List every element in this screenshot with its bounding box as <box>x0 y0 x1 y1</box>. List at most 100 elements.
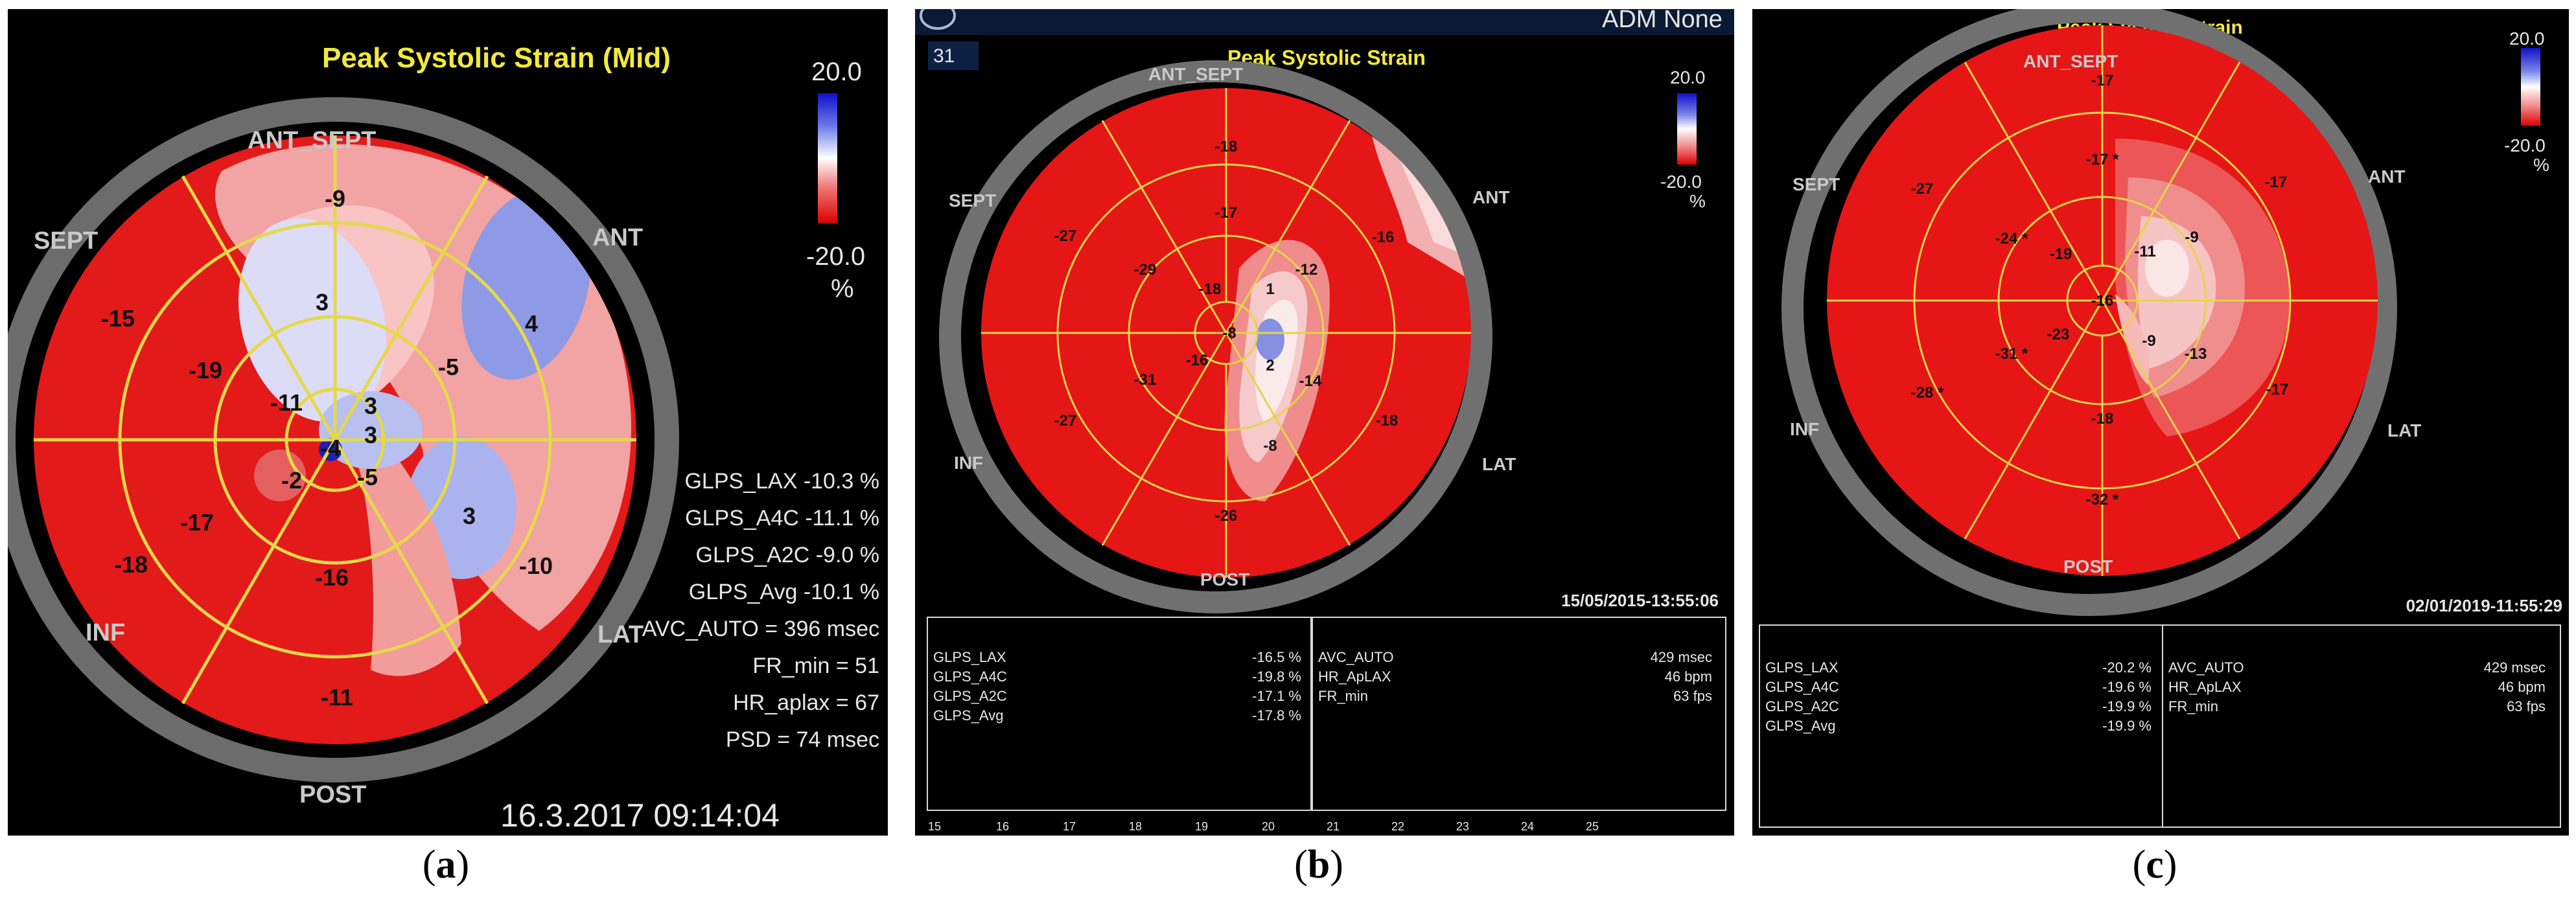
param-glps-avg: GLPS_Avg -10.1 % <box>689 580 879 604</box>
segment-value: -31 <box>1134 371 1157 389</box>
segment-value: -16 <box>2091 292 2114 310</box>
segment-value: -17 <box>2266 381 2289 398</box>
segment-value: -32 * <box>2086 491 2119 508</box>
caption-a: (a) <box>422 843 470 887</box>
segment-value: -19 <box>189 357 222 383</box>
wall-label-post: POST <box>1200 569 1249 589</box>
wall-label-sept: SEPT <box>949 190 996 211</box>
scale-unit-label: % <box>1689 191 1706 211</box>
segment-value: -17 * <box>2086 151 2119 168</box>
segment-value: -12 <box>1295 261 1318 279</box>
segment-grid <box>981 88 1471 578</box>
wall-label-post: POST <box>2063 556 2113 576</box>
header-number-box <box>928 41 979 70</box>
color-scale-bar <box>2521 48 2540 126</box>
ruler-tick: 24 <box>1521 820 1534 833</box>
color-scale-bar <box>818 93 837 223</box>
segment-value: -5 <box>438 354 459 380</box>
table-row: FR_min 63 fps <box>1318 688 1712 704</box>
wall-label-sept: SEPT <box>1793 174 1840 194</box>
timing-table: AVC_AUTO 429 msec HR_ApLAX 46 bpm FR_min 63… <box>2162 624 2561 828</box>
frame-ruler: 15 16 17 18 19 20 21 22 23 24 25 <box>928 820 1599 833</box>
wall-label-lat: LAT <box>1482 454 1516 474</box>
table-row: GLPS_A4C -19.8 % <box>933 668 1301 685</box>
table-row: HR_ApLAX 46 bpm <box>2168 679 2546 695</box>
ruler-tick: 22 <box>1391 820 1404 833</box>
table-row: GLPS_A2C -19.9 % <box>1765 698 2152 714</box>
param-fr-min: FR_min = 51 <box>752 654 879 678</box>
segment-value: -17 <box>180 509 214 536</box>
segment-value: -31 * <box>1995 345 2028 363</box>
wall-label-ant: ANT <box>592 224 643 251</box>
segment-value: -18 <box>2091 410 2114 428</box>
segment-value: -8 <box>1222 325 1236 342</box>
bullseye-plot-b: 31 ADM None Peak Systolic Strain ANT_SEP… <box>920 9 1723 833</box>
caption-c: (c) <box>2132 843 2177 887</box>
table-row: AVC_AUTO 429 msec <box>1318 649 1712 665</box>
segment-value: 4 <box>525 310 538 337</box>
segment-grid <box>1827 25 2378 576</box>
wall-label-ant-sept: ANT_SEPT <box>248 127 376 154</box>
segment-value: -16 <box>1372 229 1395 246</box>
segment-value: -9 <box>2185 229 2198 246</box>
segment-value: -18 <box>1199 280 1222 298</box>
segment-value: -18 <box>1376 412 1398 429</box>
glps-table: GLPS_LAX -16.5 % GLPS_A4C -19.8 % GLPS_A2C… <box>927 617 1312 811</box>
timestamp: 16.3.2017 09:14:04 <box>500 797 780 834</box>
segment-value: 3 <box>463 503 476 529</box>
wall-label-inf: INF <box>1790 419 1819 439</box>
segment-value: -19 <box>2050 245 2072 263</box>
segment-value: -18 <box>1215 138 1238 155</box>
wall-label-ant: ANT <box>1472 187 1510 207</box>
outer-ring <box>8 97 679 782</box>
table-row: HR_ApLAX 46 bpm <box>1318 668 1712 685</box>
segment-value: 3 <box>364 393 377 419</box>
ruler-tick: 20 <box>1262 820 1275 833</box>
strain-color-map <box>215 144 632 676</box>
ruler-tick: 16 <box>996 820 1009 833</box>
header-bar <box>915 9 1734 35</box>
segment-value: -24 * <box>1995 230 2028 247</box>
wall-label-ant-sept: ANT_SEPT <box>1148 64 1243 84</box>
ruler-tick: 15 <box>928 820 941 833</box>
segment-value: -16 <box>1186 352 1209 369</box>
segment-value: -27 <box>1054 227 1077 245</box>
table-row: GLPS_Avg -17.8 % <box>933 707 1301 724</box>
segment-value: -8 <box>1263 437 1277 455</box>
table-row: AVC_AUTO 429 msec <box>2168 659 2546 676</box>
segment-value: -29 <box>1134 261 1157 279</box>
header-number: 31 <box>933 45 955 67</box>
panel-a: Peak Systolic Strain (Mid) <box>8 9 888 836</box>
segment-grid <box>34 135 636 705</box>
segment-value: -16 <box>315 564 349 591</box>
bullseye-plot-c: Peak Systolic Strain ANT_SEPT SEPT ANT I… <box>1781 9 2562 616</box>
param-avc-auto: AVC_AUTO = 396 msec <box>642 617 879 641</box>
segment-value: -23 <box>2047 326 2070 343</box>
segment-value: -15 <box>101 305 135 332</box>
scale-max-label: 20.0 <box>811 58 862 86</box>
scale-max-label: 20.0 <box>2509 29 2545 49</box>
segment-value: -13 <box>2185 345 2207 363</box>
segment-value: -2 <box>281 467 302 494</box>
ruler-tick: 23 <box>1456 820 1469 833</box>
header-text: ADM None <box>1602 9 1723 33</box>
scale-min-label: -20.0 <box>1660 172 1702 192</box>
scale-max-label: 20.0 <box>1670 67 1706 87</box>
ruler-tick: 18 <box>1129 820 1142 833</box>
glps-table: GLPS_LAX -20.2 % GLPS_A4C -19.6 % GLPS_A2C… <box>1759 624 2163 828</box>
segment-value: -27 <box>1054 412 1077 429</box>
table-row: GLPS_LAX -16.5 % <box>933 649 1301 665</box>
table-row: GLPS_LAX -20.2 % <box>1765 659 2152 676</box>
segment-value: -14 <box>1299 372 1322 390</box>
param-psd: PSD = 74 msec <box>726 727 879 752</box>
table-row: FR_min 63 fps <box>2168 698 2546 714</box>
panel-c: Peak Systolic Strain ANT_SEPT SEPT ANT I… <box>1752 9 2569 836</box>
wall-label-lat: LAT <box>598 621 644 648</box>
param-glps-a4c: GLPS_A4C -11.1 % <box>685 506 879 530</box>
ruler-tick: 25 <box>1586 820 1599 833</box>
ruler-tick: 17 <box>1063 820 1076 833</box>
table-row: GLPS_Avg -19.9 % <box>1765 718 2152 734</box>
timestamp: 02/01/2019-11:55:29 <box>2406 596 2562 615</box>
ruler-tick: 21 <box>1327 820 1340 833</box>
scale-unit-label: % <box>2533 155 2549 175</box>
